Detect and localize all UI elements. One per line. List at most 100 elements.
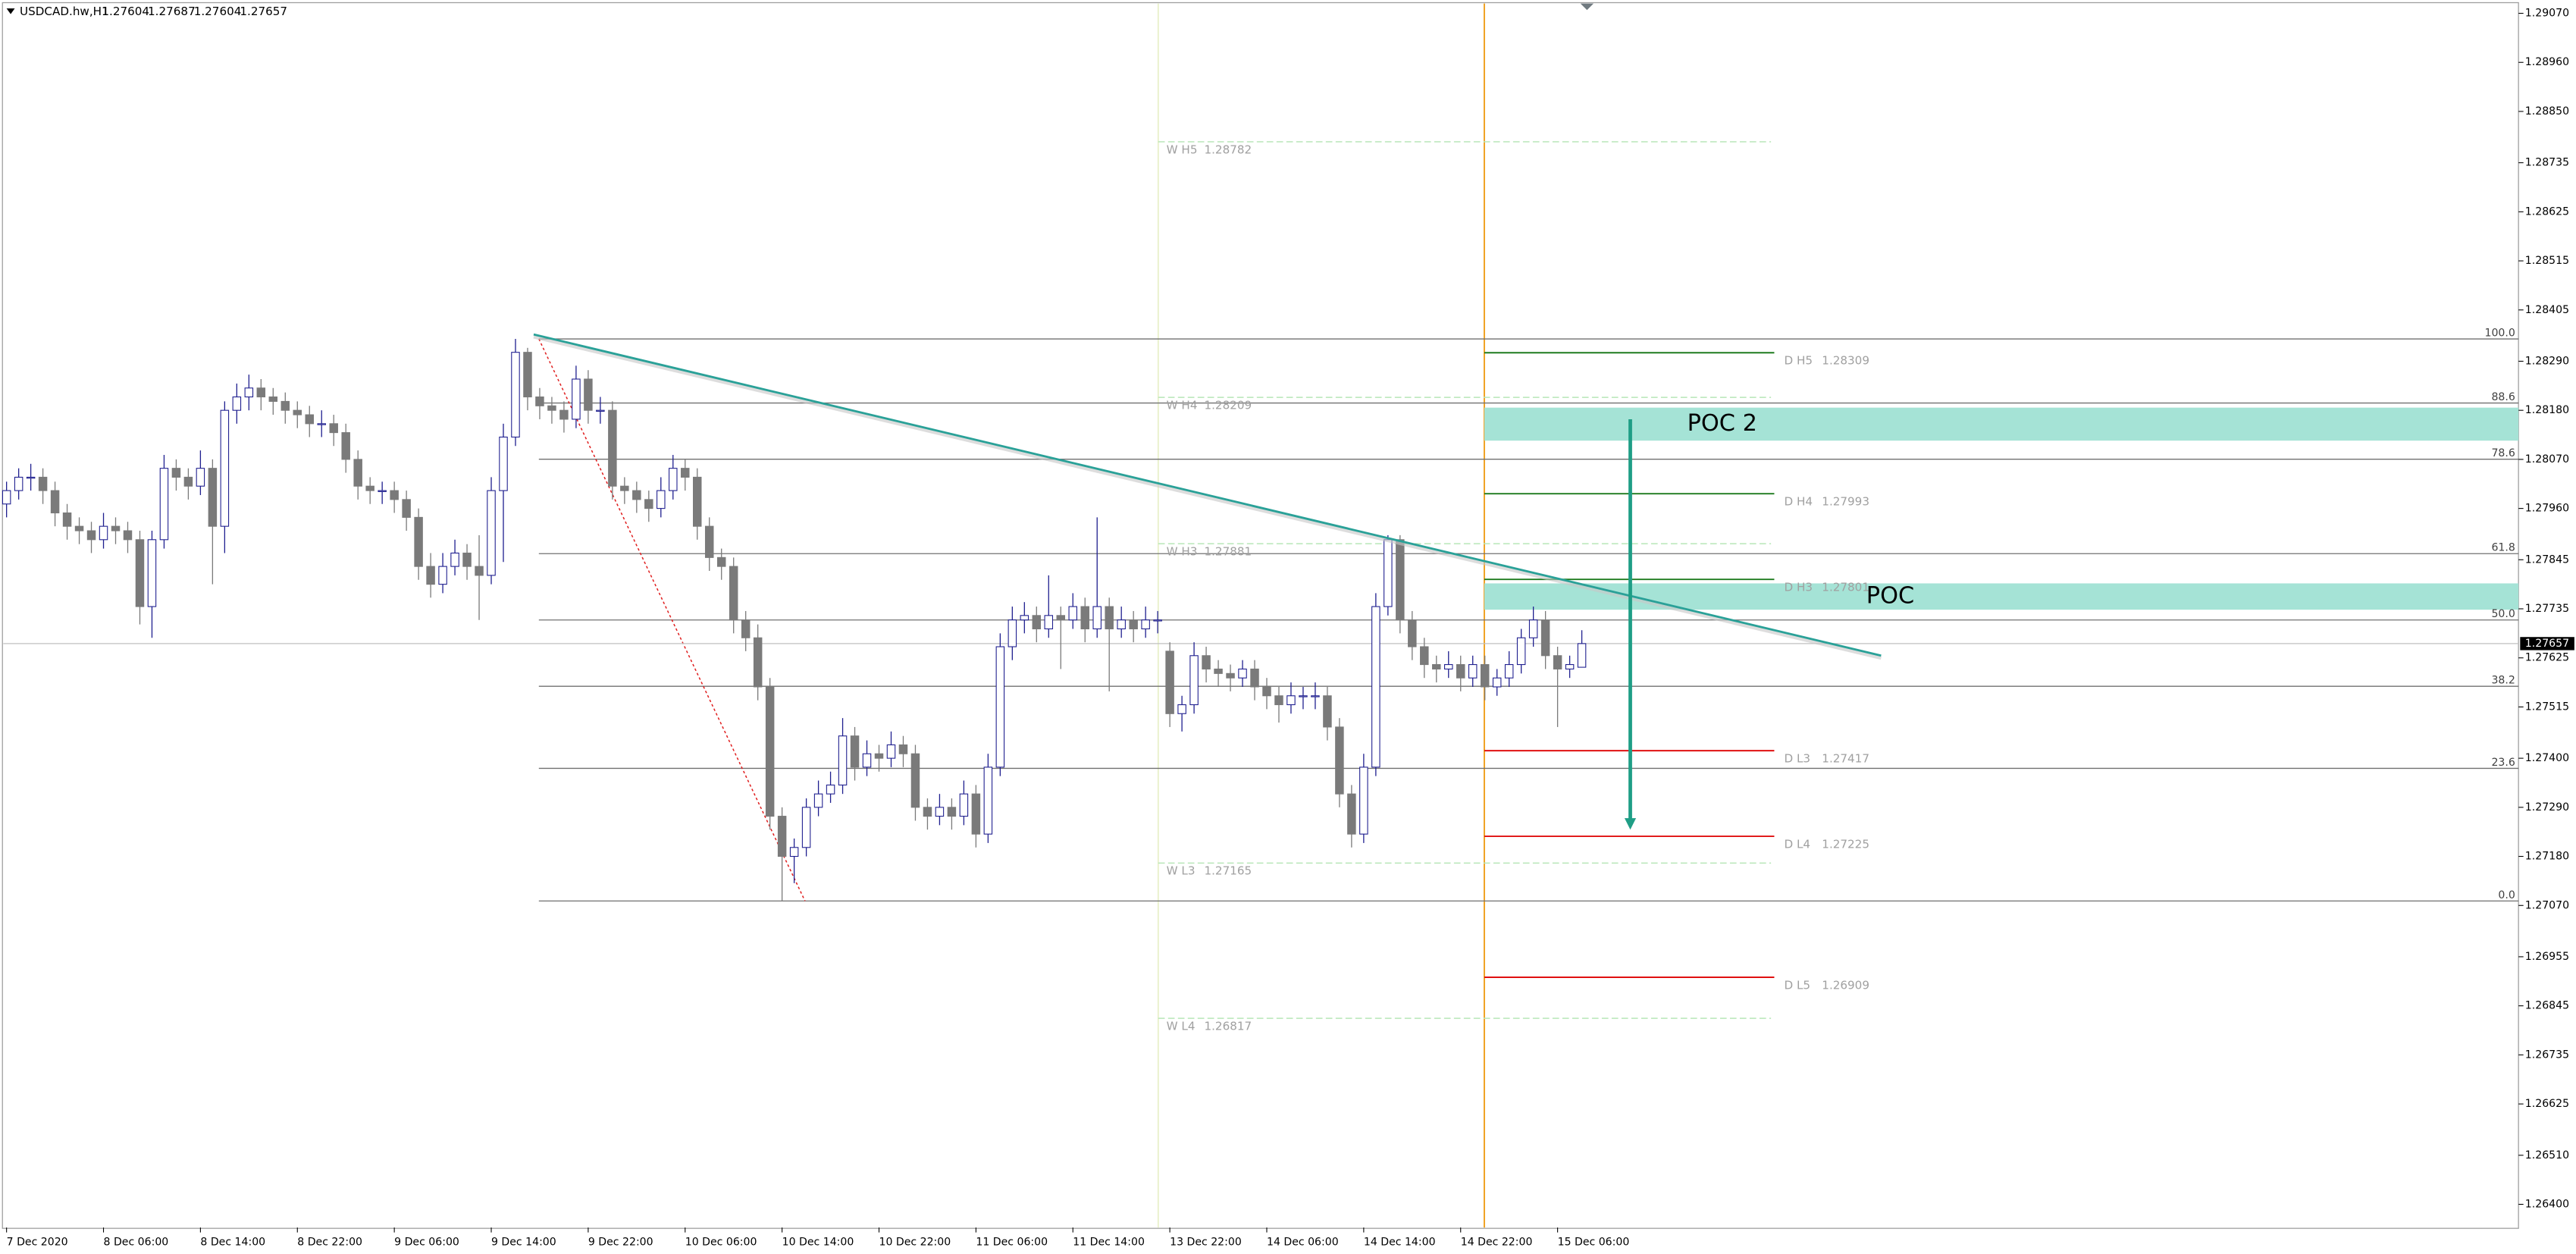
candle-body — [390, 490, 399, 500]
candle — [1286, 682, 1296, 714]
y-tick-label: 1.28180 — [2525, 404, 2569, 416]
candle — [608, 401, 617, 500]
candle-body — [777, 816, 787, 857]
candle-body — [910, 753, 920, 808]
candle-body — [1226, 672, 1235, 679]
candle-body — [293, 409, 302, 415]
candle-body — [1299, 695, 1308, 698]
candle-body — [196, 468, 205, 487]
candle-body — [74, 525, 84, 531]
candle — [1214, 660, 1223, 687]
y-tick-label: 1.27845 — [2525, 553, 2569, 566]
candle-body — [62, 512, 72, 527]
candle-body — [995, 646, 1005, 768]
candle-body — [1153, 619, 1162, 622]
x-tick-label: 15 Dec 06:00 — [1558, 1237, 1630, 1249]
candle — [365, 477, 374, 504]
candle-body — [353, 459, 362, 487]
candle — [657, 477, 666, 518]
candle — [959, 780, 969, 826]
candle-body — [765, 686, 775, 817]
weekly-pivot-value: 1.27881 — [1204, 544, 1252, 558]
candle-body — [511, 352, 520, 438]
candle — [62, 503, 72, 540]
candle-body — [923, 807, 932, 817]
candle — [487, 477, 496, 585]
candle — [305, 406, 314, 437]
candle — [1468, 655, 1478, 687]
candle-body — [535, 396, 544, 406]
y-tick-label: 1.28290 — [2525, 355, 2569, 367]
candle — [414, 508, 423, 580]
y-tick-label: 1.27515 — [2525, 701, 2569, 713]
candle-body — [341, 432, 350, 460]
candle-body — [1577, 643, 1587, 668]
candle — [874, 745, 884, 772]
candle — [947, 798, 957, 830]
candle-body — [862, 753, 872, 768]
candle — [147, 531, 157, 638]
candle-body — [1068, 606, 1077, 621]
candle — [353, 450, 362, 500]
candle — [38, 468, 48, 504]
x-tick-label: 9 Dec 22:00 — [588, 1237, 653, 1249]
candle — [777, 807, 787, 901]
candle — [1020, 602, 1029, 634]
candle — [862, 740, 872, 776]
candle — [1311, 682, 1320, 710]
candle — [923, 798, 932, 830]
candle — [898, 735, 908, 767]
candle-body — [244, 387, 254, 398]
candle-body — [1202, 655, 1211, 669]
candle — [693, 468, 702, 540]
candle — [669, 455, 678, 500]
candle-body — [1528, 619, 1538, 638]
candle-body — [365, 485, 374, 491]
weekly-pivot-value: 1.28209 — [1204, 398, 1252, 412]
candle-body — [1129, 619, 1138, 630]
candle — [523, 347, 532, 411]
candle — [50, 481, 60, 527]
candle — [450, 539, 459, 575]
candle-body — [971, 793, 981, 835]
candle — [208, 459, 218, 585]
candle-body — [1250, 668, 1259, 688]
y-tick-label: 1.26400 — [2525, 1198, 2569, 1210]
candle-body — [1262, 686, 1271, 697]
candle — [390, 481, 399, 513]
candle-body — [1371, 606, 1380, 768]
candle — [1238, 660, 1247, 687]
candle — [26, 463, 36, 491]
candle — [1577, 630, 1587, 668]
candle — [1456, 655, 1465, 691]
candle — [438, 553, 447, 594]
candle-body — [1056, 615, 1066, 621]
candle — [765, 678, 775, 830]
candle — [1165, 642, 1174, 727]
candle-body — [1384, 539, 1393, 607]
candle — [2, 481, 11, 518]
candle-body — [256, 387, 266, 398]
candle — [1480, 655, 1490, 701]
candle — [1516, 629, 1526, 674]
header-low: 1.27604 — [194, 5, 242, 18]
candle-body — [183, 476, 193, 487]
daily-pivot-name: D L5 — [1784, 978, 1810, 992]
candle-body — [1092, 606, 1102, 630]
fib-label: 78.6 — [2491, 447, 2515, 459]
candle — [801, 798, 811, 857]
candle-body — [753, 637, 763, 688]
candle — [1323, 686, 1332, 741]
candle-body — [26, 476, 36, 479]
candle — [341, 423, 350, 473]
candle — [1105, 597, 1114, 691]
candle-body — [1044, 615, 1054, 630]
candle-body — [1504, 664, 1514, 679]
candle — [1432, 655, 1441, 683]
candle-body — [898, 744, 908, 754]
candle-body — [632, 490, 641, 500]
x-tick-label: 10 Dec 14:00 — [782, 1237, 854, 1249]
candle — [1080, 597, 1089, 643]
candle — [1408, 610, 1417, 660]
candle-body — [716, 556, 726, 567]
